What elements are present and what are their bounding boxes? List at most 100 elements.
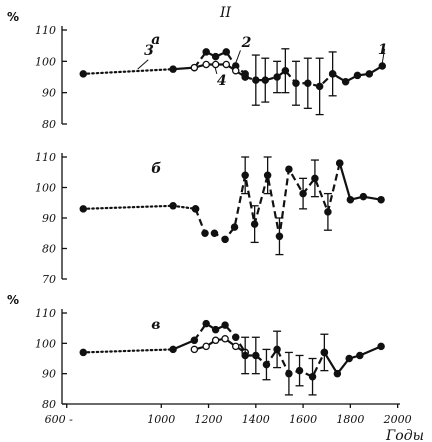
data-point [299, 189, 307, 198]
data-point [190, 345, 199, 354]
x-tick-label: 1800 [336, 413, 364, 426]
panel-label: б [151, 161, 161, 177]
panel-label: а [151, 32, 160, 48]
data-point [241, 351, 249, 360]
data-point [353, 71, 362, 80]
data-point [221, 335, 229, 343]
data-point [79, 70, 88, 78]
y-axis-unit: % [7, 293, 19, 307]
figure-title: II [219, 5, 232, 21]
data-point [202, 319, 210, 328]
curve-leader [137, 59, 149, 70]
data-point [315, 82, 324, 91]
data-point [345, 354, 353, 363]
data-point [377, 342, 385, 351]
data-point [191, 205, 200, 213]
data-point [190, 63, 199, 72]
data-point [210, 229, 219, 237]
x-tick-label: 1400 [242, 413, 270, 426]
x-tick-label: 1600 [289, 413, 317, 426]
x-tick-label: 2000 [383, 413, 412, 426]
data-point [79, 205, 88, 213]
data-point [295, 366, 304, 375]
curve-label: 3 [144, 43, 154, 59]
curve-label: 1 [378, 42, 388, 58]
series-line [82, 204, 197, 210]
data-point [285, 165, 293, 173]
series-line [323, 345, 382, 375]
data-point [365, 70, 374, 78]
data-point [285, 369, 293, 378]
y-tick-label: 100 [35, 55, 56, 68]
data-point [335, 159, 344, 167]
data-point [252, 351, 260, 360]
data-point [190, 336, 199, 345]
y-tick-label: 110 [35, 24, 56, 37]
data-point [201, 229, 209, 237]
data-point [324, 208, 332, 216]
data-point [211, 60, 220, 69]
series-line [82, 68, 175, 75]
data-point [308, 372, 317, 381]
y-axis-unit: % [7, 10, 19, 24]
data-point [378, 62, 387, 70]
data-point [221, 235, 229, 244]
data-point [222, 60, 231, 69]
y-tick-label: 110 [35, 151, 56, 164]
panel-0: 80 90 100 110% а 1 2 3 4 [7, 10, 388, 131]
data-point [333, 369, 342, 378]
data-point [202, 60, 210, 69]
data-point [79, 348, 88, 357]
data-point [231, 66, 240, 75]
plot-layer: 80 90 100 110% а 1 2 3 4 70 80 90 100 110 б 80 90 100 110%… [7, 10, 412, 426]
data-point [241, 171, 249, 180]
series-line [82, 348, 175, 354]
y-tick-label: 80 [42, 118, 56, 131]
curve-leader [214, 67, 218, 74]
data-point [202, 48, 210, 56]
x-axis-unit: Годы [385, 428, 424, 442]
data-point [202, 342, 210, 351]
panel-2: 80 90 100 110% в [7, 293, 385, 411]
x-axis: 600 - 1000 1200 1400 1600 1800 2000 [45, 403, 412, 426]
data-point [346, 195, 355, 204]
y-tick-label: 100 [35, 337, 56, 350]
y-tick-label: 70 [42, 273, 56, 286]
y-tick-label: 90 [42, 87, 56, 100]
data-point [262, 360, 271, 369]
data-point [263, 171, 272, 180]
data-point [250, 220, 259, 228]
data-point [311, 174, 319, 183]
series-line [338, 162, 382, 201]
y-tick-label: 80 [42, 398, 56, 411]
data-point [169, 202, 177, 210]
series-line [172, 339, 195, 351]
data-point [231, 333, 240, 342]
data-point [261, 76, 270, 84]
data-point [230, 223, 239, 231]
data-point [281, 66, 290, 75]
data-point [304, 79, 312, 88]
y-tick-label: 80 [42, 243, 56, 256]
panel-label: в [151, 317, 160, 333]
x-tick-label: 1200 [195, 413, 223, 426]
data-point [273, 345, 281, 354]
data-point [241, 73, 249, 81]
data-point [359, 192, 368, 201]
curve-label: 4 [217, 73, 227, 89]
data-point [252, 76, 260, 84]
y-tick-label: 110 [35, 307, 56, 320]
y-tick-label: 100 [35, 182, 56, 195]
data-point [231, 342, 240, 351]
data-point [211, 336, 220, 345]
data-point [221, 321, 229, 329]
data-point [320, 348, 329, 357]
data-point [377, 195, 385, 204]
curve-leader [235, 50, 241, 64]
data-point [273, 73, 281, 81]
x-tick-label: 600 - [45, 413, 73, 426]
data-point [328, 70, 337, 78]
data-point [356, 351, 364, 360]
data-point [275, 232, 284, 241]
